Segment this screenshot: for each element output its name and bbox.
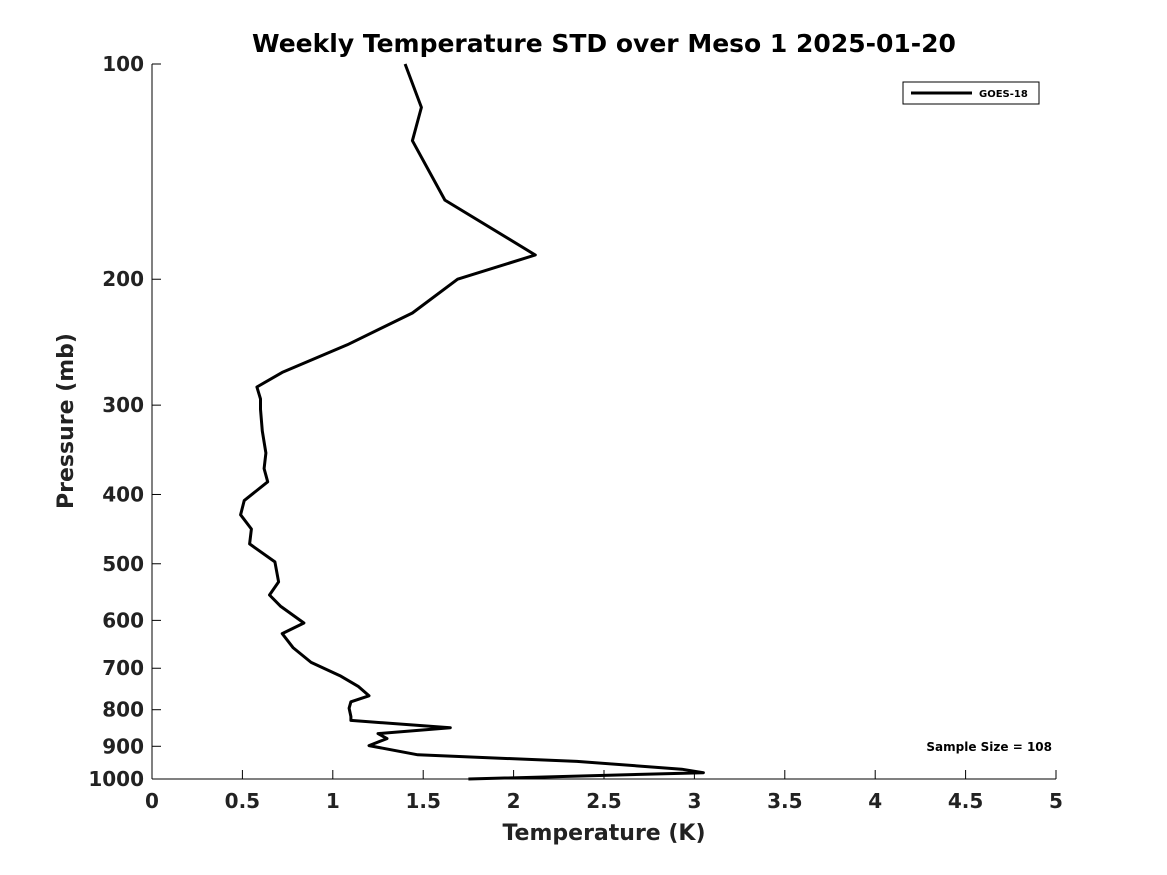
- legend: GOES-18: [902, 81, 1040, 105]
- x-tick-label: 1.5: [405, 789, 440, 813]
- x-tick-label: 2.5: [586, 789, 621, 813]
- y-tick-label: 300: [102, 393, 144, 417]
- x-tick-label: 4: [868, 789, 882, 813]
- y-tick-label: 700: [102, 656, 144, 680]
- y-axis-label: Pressure (mb): [54, 333, 79, 509]
- legend-label-goes-18: GOES-18: [979, 89, 1028, 100]
- y-tick-label: 800: [102, 698, 144, 722]
- chart-title: Weekly Temperature STD over Meso 1 2025-…: [252, 29, 956, 58]
- y-tick-label: 400: [102, 482, 144, 506]
- sample-size-annotation: Sample Size = 108: [926, 740, 1052, 754]
- ticks: 0 0.5 1 1.5 2 2.5 3 3.5 4 4.5 5 100 200 300 400 500 600 7…: [88, 52, 1063, 813]
- x-tick-label: 5: [1049, 789, 1063, 813]
- x-tick-label: 0: [145, 789, 159, 813]
- y-tick-label: 1000: [88, 767, 144, 791]
- x-tick-label: 1: [326, 789, 340, 813]
- x-tick-label: 3: [687, 789, 701, 813]
- y-tick-label: 900: [102, 734, 144, 758]
- x-tick-label: 0.5: [225, 789, 260, 813]
- series-line-goes-18: [239, 63, 705, 781]
- x-tick-label: 2: [507, 789, 521, 813]
- y-tick-label: 600: [102, 608, 144, 632]
- y-tick-label: 200: [102, 267, 144, 291]
- y-tick-label: 100: [102, 52, 144, 76]
- x-axis-label: Temperature (K): [502, 821, 705, 846]
- y-tick-label: 500: [102, 552, 144, 576]
- x-tick-label: 3.5: [767, 789, 802, 813]
- x-tick-label: 4.5: [948, 789, 983, 813]
